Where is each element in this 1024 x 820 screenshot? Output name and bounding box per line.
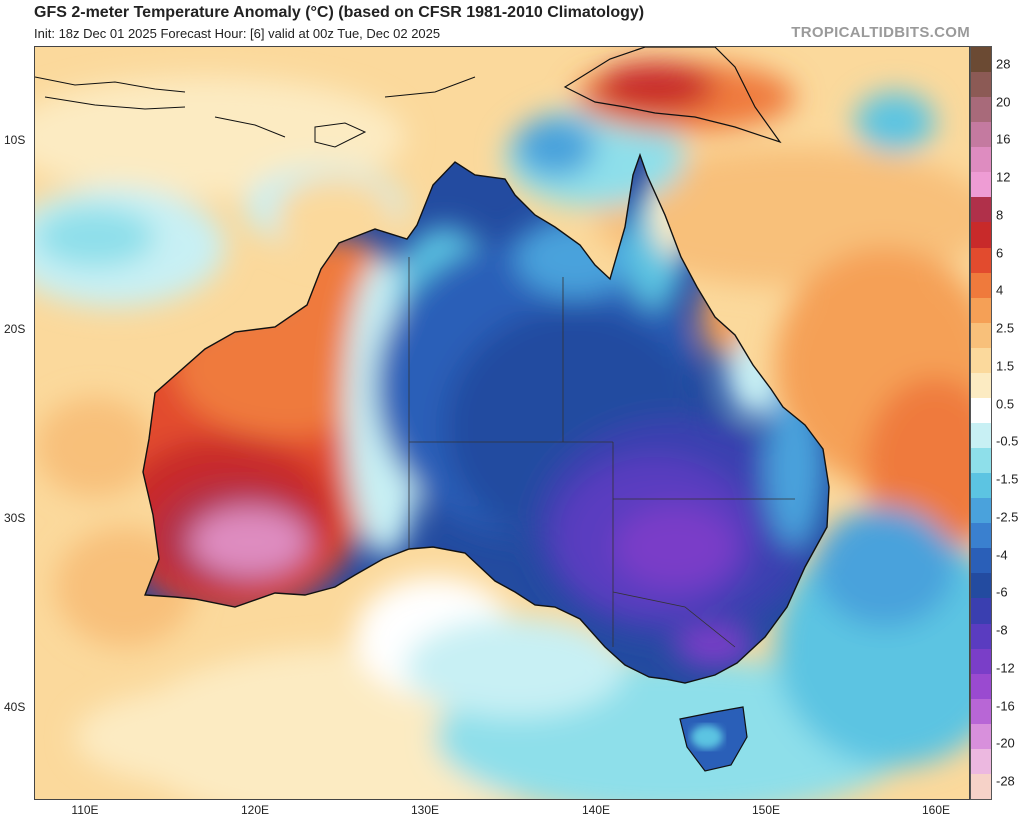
lat-label-40s: 40S bbox=[4, 700, 26, 714]
colorbar bbox=[970, 46, 992, 800]
colorbar-label: -8 bbox=[996, 622, 1008, 638]
map-svg bbox=[35, 47, 969, 799]
colorbar-segment bbox=[971, 523, 991, 549]
colorbar-segment bbox=[971, 347, 991, 374]
state-borders bbox=[408, 257, 795, 648]
map-subtitle: Init: 18z Dec 01 2025 Forecast Hour: [6]… bbox=[34, 26, 441, 41]
colorbar-segment bbox=[971, 673, 991, 700]
source-watermark: TROPICALTIDBITS.COM bbox=[791, 24, 970, 41]
colorbar-label: -20 bbox=[996, 735, 1015, 751]
colorbar-label: 16 bbox=[996, 131, 1011, 147]
colorbar-label: 0.5 bbox=[996, 396, 1015, 412]
colorbar-label: 28 bbox=[996, 56, 1011, 72]
lon-label-160e: 160E bbox=[921, 803, 951, 817]
colorbar-segment bbox=[971, 47, 991, 73]
colorbar-segment bbox=[971, 97, 991, 123]
colorbar-segment bbox=[971, 222, 991, 249]
colorbar-segment bbox=[971, 573, 991, 599]
lon-label-150e: 150E bbox=[751, 803, 781, 817]
lon-label-120e: 120E bbox=[240, 803, 270, 817]
colorbar-segment bbox=[971, 648, 991, 675]
colorbar-segment bbox=[971, 548, 991, 574]
colorbar-label: -16 bbox=[996, 698, 1015, 714]
colorbar-label: -12 bbox=[996, 660, 1015, 676]
lon-label-140e: 140E bbox=[581, 803, 611, 817]
colorbar-segment bbox=[971, 723, 991, 750]
lat-label-20s: 20S bbox=[4, 322, 26, 336]
colorbar-segment bbox=[971, 172, 991, 198]
colorbar-segment bbox=[971, 423, 991, 449]
colorbar-segment bbox=[971, 698, 991, 725]
lon-label-130e: 130E bbox=[410, 803, 440, 817]
indonesian-islands bbox=[35, 76, 476, 148]
colorbar-label: 8 bbox=[996, 207, 1004, 223]
colorbar-segment bbox=[971, 247, 991, 274]
colorbar-segment bbox=[971, 72, 991, 98]
ocean-anomaly-fields bbox=[35, 62, 969, 799]
colorbar-label: -0.5 bbox=[996, 433, 1019, 449]
australia-coastline bbox=[142, 152, 830, 684]
colorbar-segment bbox=[971, 272, 991, 299]
colorbar-segment bbox=[971, 322, 991, 349]
colorbar-label: 4 bbox=[996, 282, 1004, 298]
colorbar-segment bbox=[971, 623, 991, 650]
colorbar-segment bbox=[971, 297, 991, 324]
colorbar-label: -2.5 bbox=[996, 509, 1019, 525]
colorbar-label: -4 bbox=[996, 547, 1008, 563]
lon-label-110e: 110E bbox=[71, 803, 99, 817]
colorbar-label: -28 bbox=[996, 773, 1015, 789]
colorbar-label: -1.5 bbox=[996, 471, 1019, 487]
map-title: GFS 2-meter Temperature Anomaly (°C) (ba… bbox=[34, 4, 645, 21]
colorbar-segment bbox=[971, 498, 991, 524]
tasmania bbox=[679, 706, 748, 772]
colorbar-label: 2.5 bbox=[996, 320, 1015, 336]
colorbar-label: 1.5 bbox=[996, 358, 1015, 374]
lat-label-10s: 10S bbox=[4, 133, 26, 147]
colorbar-segment bbox=[971, 448, 991, 474]
colorbar-label: 6 bbox=[996, 245, 1004, 261]
colorbar-label: 12 bbox=[996, 169, 1011, 185]
colorbar-segment bbox=[971, 372, 991, 399]
colorbar-segment bbox=[971, 397, 991, 424]
lat-label-30s: 30S bbox=[4, 511, 26, 525]
colorbar-label: 20 bbox=[996, 94, 1011, 110]
colorbar-segment bbox=[971, 773, 991, 800]
colorbar-segment bbox=[971, 197, 991, 223]
colorbar-segment bbox=[971, 473, 991, 499]
colorbar-segment bbox=[971, 122, 991, 148]
colorbar-segment bbox=[971, 598, 991, 625]
temperature-anomaly-map bbox=[34, 46, 970, 800]
new-guinea bbox=[563, 47, 782, 144]
colorbar-segment bbox=[971, 147, 991, 173]
colorbar-segment bbox=[971, 748, 991, 775]
colorbar-label: -6 bbox=[996, 584, 1008, 600]
